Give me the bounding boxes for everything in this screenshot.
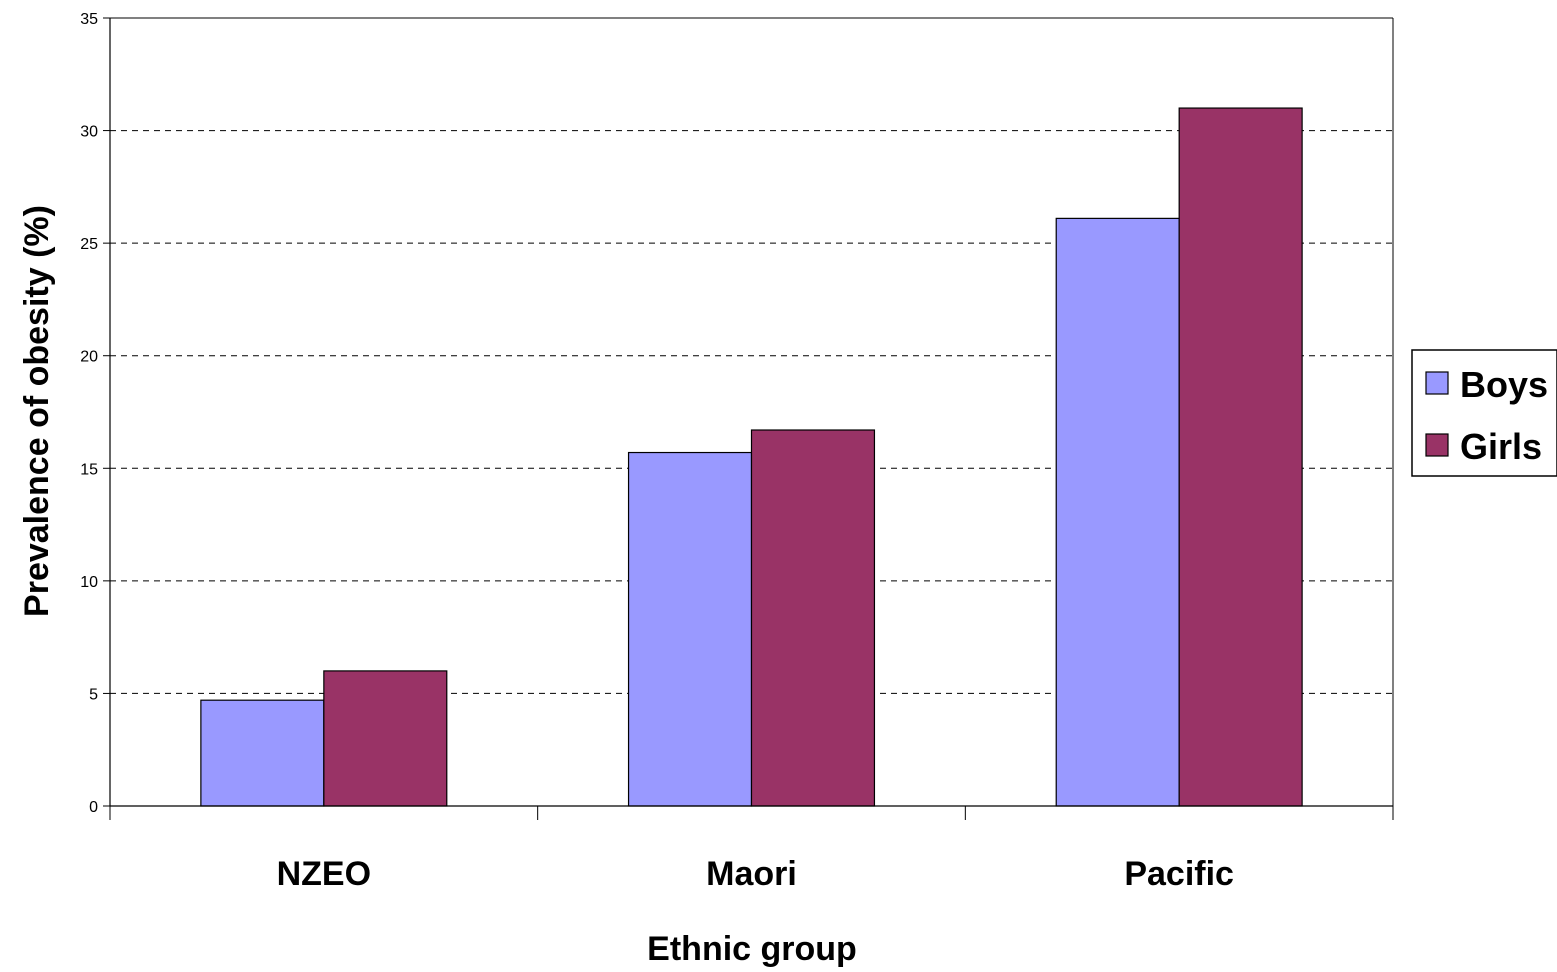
bar-girls-maori [750,429,876,807]
y-tick-label-35: 35 [80,11,98,28]
legend-swatch-girls [1425,433,1449,457]
y-tick-label-20: 20 [80,349,98,366]
x-axis-title: Ethnic group [647,930,857,968]
tick-labels: 0 5 10 15 20 25 30 35 NZEO Maori Pacific [80,11,1234,893]
y-tick-label-10: 10 [80,574,98,591]
bar-boys-maori [627,451,753,807]
x-category-label-pacific: Pacific [1124,855,1234,893]
axes [103,17,1394,820]
legend-label-boys: Boys [1460,364,1548,405]
bars [200,107,1303,807]
legend: Boys Girls [1411,349,1557,477]
y-tick-label-25: 25 [80,236,98,253]
legend-box [1411,349,1557,477]
y-axis-title: Prevalence of obesity (%) [18,205,56,617]
y-tick-label-15: 15 [80,461,98,478]
y-tick-label-0: 0 [89,799,98,816]
bar-boys-pacific [1055,217,1180,807]
bar-girls-pacific [1178,107,1303,807]
x-category-label-nzeo: NZEO [277,855,371,893]
y-tick-label-30: 30 [80,124,98,141]
bar-girls-nzeo [323,670,448,807]
legend-label-girls: Girls [1460,426,1542,467]
bar-boys-nzeo [200,699,325,807]
y-tick-label-5: 5 [89,686,98,703]
legend-swatch-boys [1425,371,1449,395]
x-category-label-maori: Maori [706,855,797,893]
